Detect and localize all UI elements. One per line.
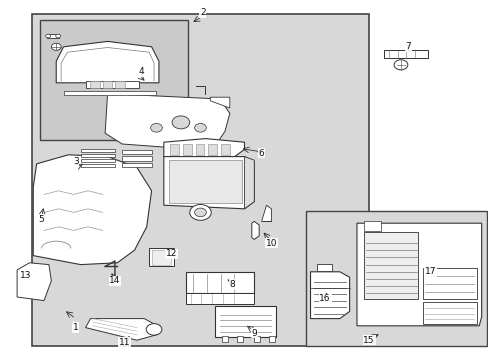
Bar	[81, 154, 115, 157]
Text: 9: 9	[251, 328, 257, 338]
Text: 2: 2	[200, 8, 205, 17]
Bar	[185, 272, 254, 293]
Bar	[81, 164, 115, 167]
Polygon shape	[356, 223, 481, 326]
Text: 3: 3	[73, 157, 79, 166]
Bar	[122, 163, 151, 167]
Bar	[222, 336, 228, 342]
Text: 17: 17	[424, 267, 435, 276]
Bar	[208, 144, 217, 155]
Bar	[383, 50, 427, 58]
Bar	[32, 14, 368, 346]
Bar	[63, 91, 156, 95]
Text: 7: 7	[405, 42, 410, 51]
Text: 13: 13	[20, 271, 31, 280]
Polygon shape	[310, 272, 349, 319]
Bar	[81, 149, 115, 152]
Text: 8: 8	[229, 280, 235, 289]
Text: 6: 6	[258, 149, 264, 158]
Circle shape	[150, 123, 162, 132]
Bar	[122, 150, 151, 154]
Bar	[364, 221, 381, 231]
Circle shape	[393, 60, 407, 70]
Polygon shape	[17, 263, 51, 301]
Polygon shape	[33, 155, 151, 265]
Bar	[149, 248, 173, 266]
Bar	[168, 160, 242, 203]
Bar	[268, 336, 274, 342]
Bar	[170, 144, 179, 155]
Bar	[221, 144, 229, 155]
Polygon shape	[163, 139, 244, 160]
Bar	[195, 144, 204, 155]
Bar	[115, 81, 124, 88]
Polygon shape	[85, 319, 156, 340]
Bar	[81, 159, 115, 162]
Circle shape	[194, 123, 206, 132]
Polygon shape	[47, 34, 59, 38]
Polygon shape	[210, 97, 229, 108]
Polygon shape	[105, 94, 229, 148]
Circle shape	[56, 34, 61, 38]
Circle shape	[51, 43, 61, 50]
Bar	[90, 81, 100, 88]
Bar	[305, 211, 486, 346]
Text: 5: 5	[39, 215, 44, 224]
Bar	[102, 81, 112, 88]
Bar	[364, 232, 417, 299]
Circle shape	[172, 116, 189, 129]
Bar	[122, 156, 151, 161]
Text: 16: 16	[319, 294, 330, 303]
Text: 15: 15	[363, 336, 374, 345]
Circle shape	[146, 324, 162, 335]
Bar	[237, 336, 243, 342]
Bar	[422, 302, 476, 324]
Polygon shape	[56, 41, 159, 83]
Bar	[316, 264, 331, 271]
Bar	[215, 306, 276, 337]
Text: 11: 11	[119, 338, 130, 347]
Circle shape	[189, 204, 211, 220]
Text: 4: 4	[139, 68, 144, 77]
Text: 12: 12	[165, 249, 177, 258]
Text: 10: 10	[265, 238, 277, 248]
Bar	[151, 250, 171, 265]
Bar	[85, 81, 139, 88]
Bar	[422, 268, 476, 299]
Polygon shape	[244, 157, 254, 209]
Bar	[254, 336, 260, 342]
Bar	[185, 293, 254, 304]
Circle shape	[46, 34, 51, 38]
Polygon shape	[261, 205, 271, 221]
Polygon shape	[251, 221, 259, 239]
Circle shape	[194, 208, 206, 217]
Text: 14: 14	[109, 276, 121, 285]
Bar	[183, 144, 191, 155]
Text: 1: 1	[73, 323, 79, 332]
Polygon shape	[163, 157, 254, 209]
Bar	[40, 20, 188, 140]
